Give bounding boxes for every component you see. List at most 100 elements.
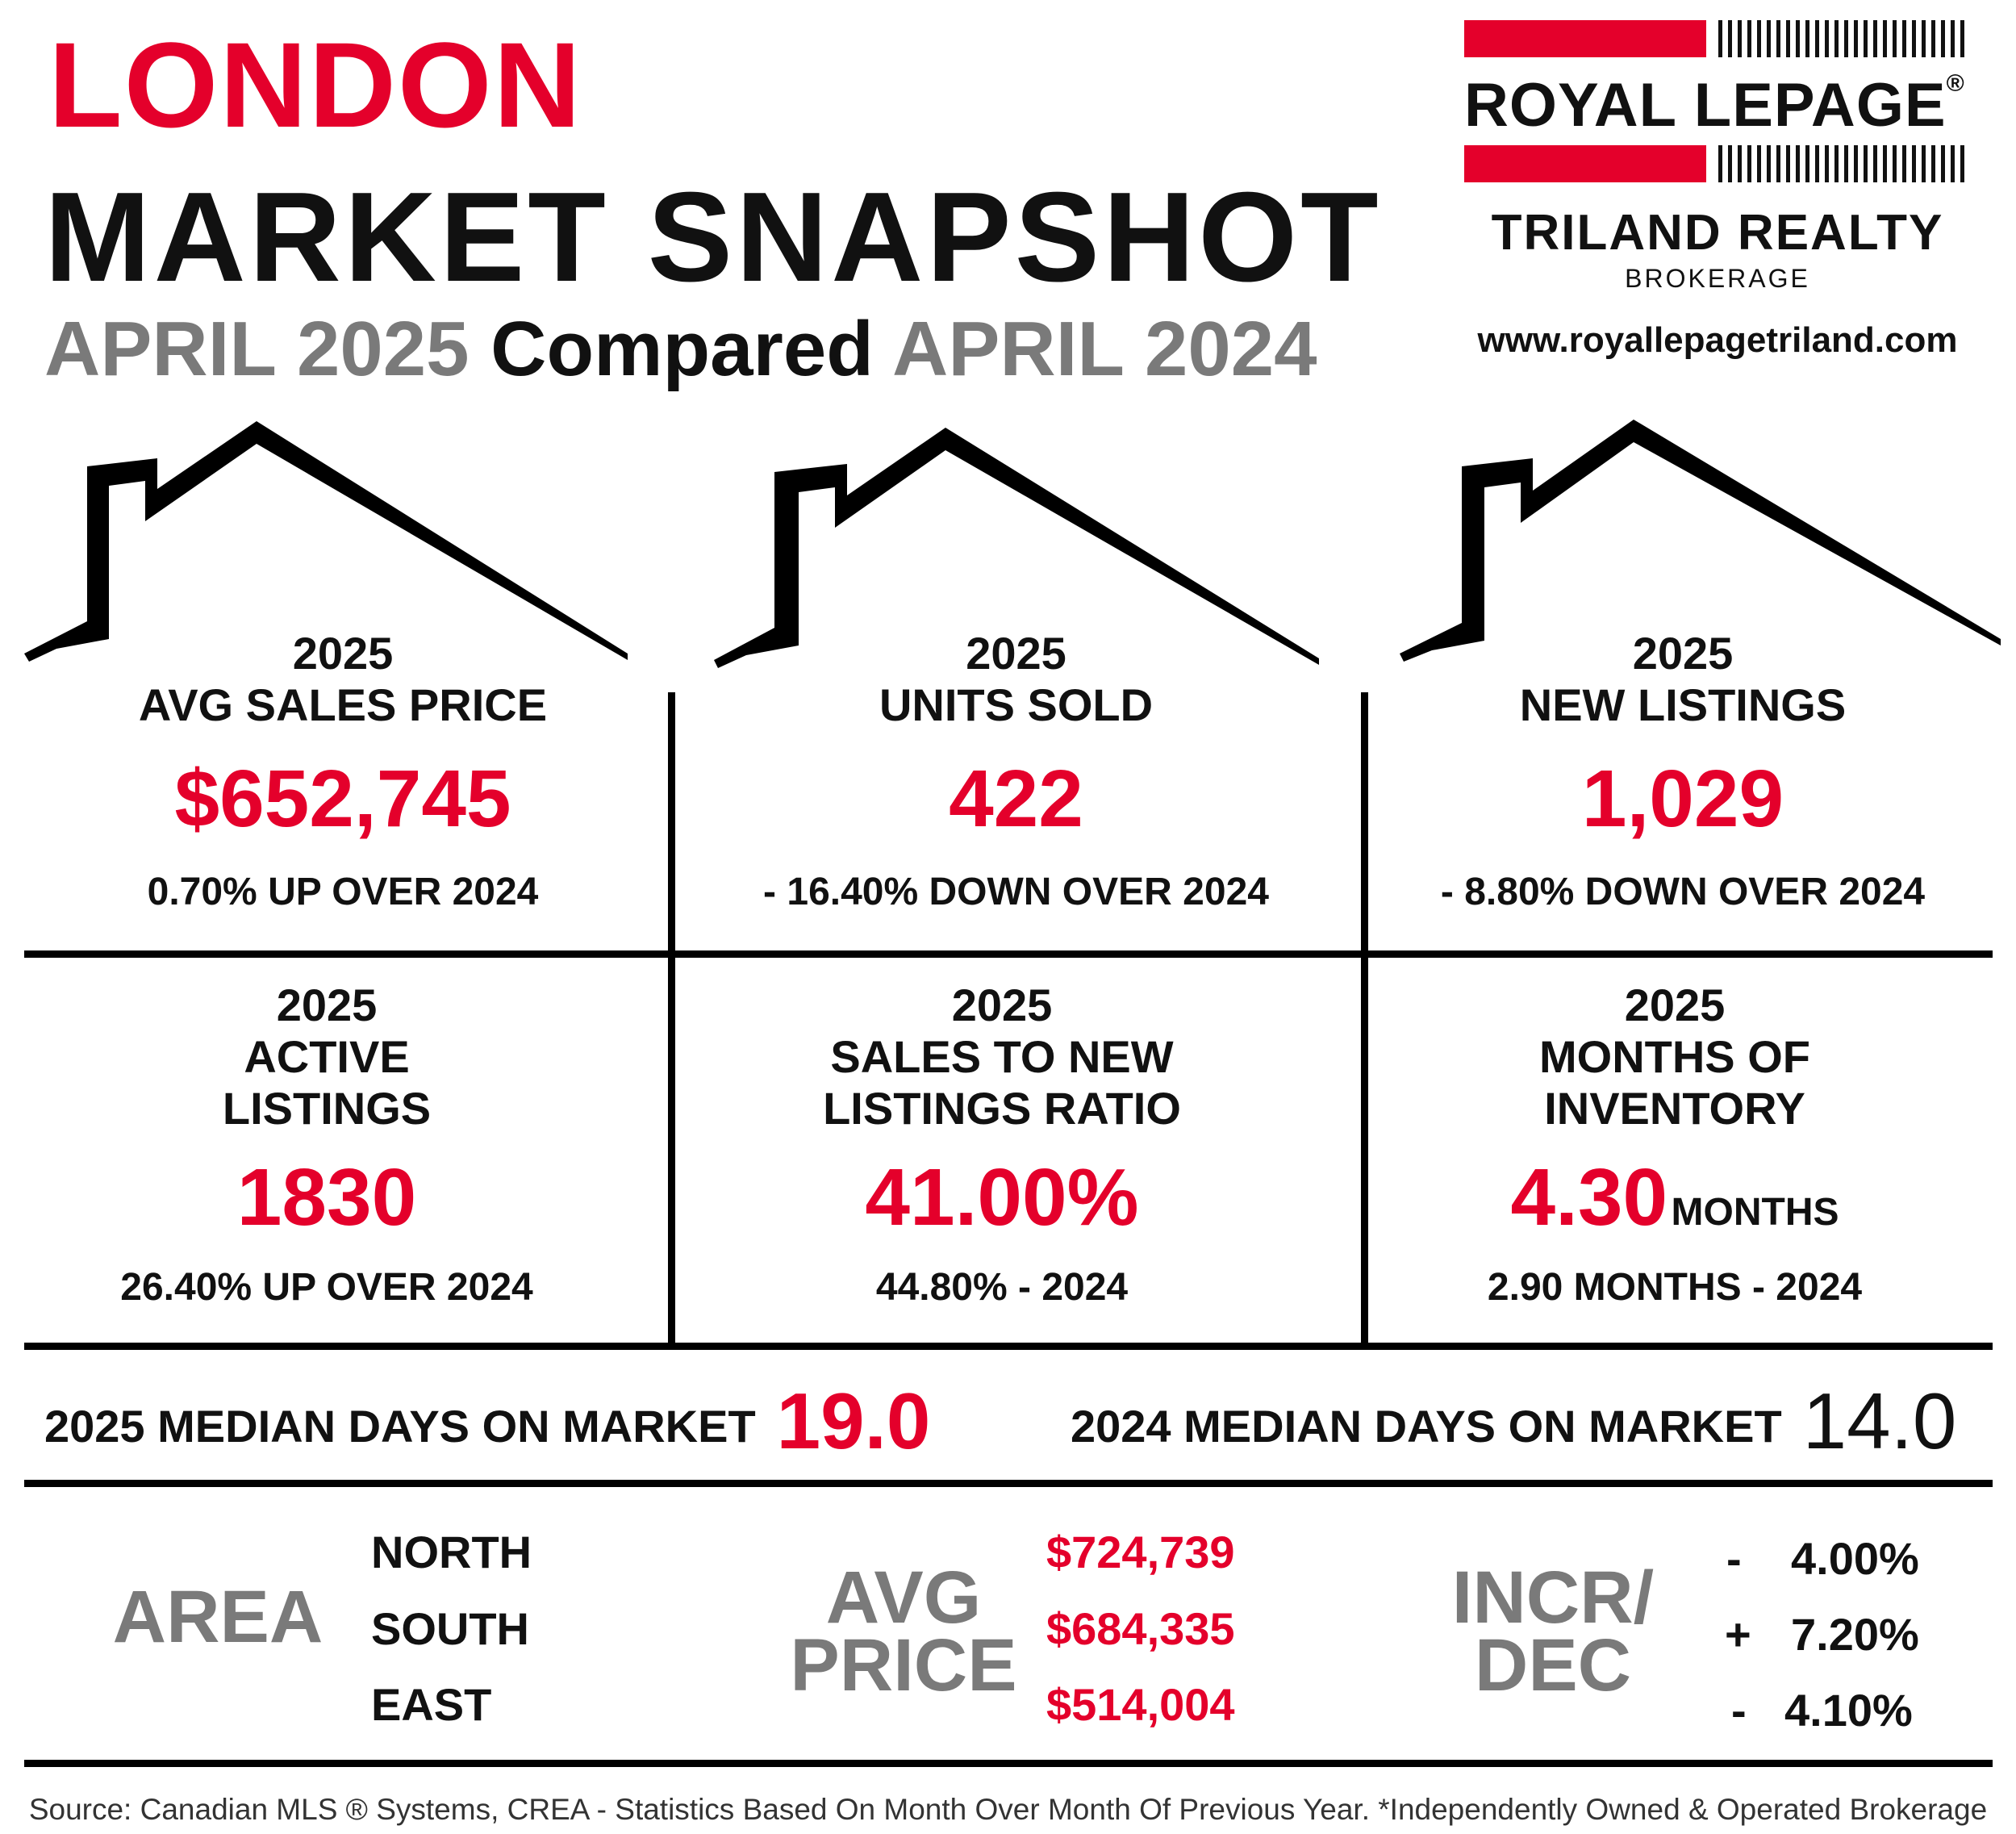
stat-units-sold: 2025 UNITS SOLD 422 - 16.40% DOWN OVER 2…	[675, 628, 1357, 912]
stat-label-line-2: LISTINGS	[222, 1083, 432, 1134]
stat-value: 1830	[236, 1152, 417, 1243]
website-link[interactable]: www.royallepagetriland.com	[1477, 320, 1958, 360]
barcode-stripe	[1854, 145, 1858, 182]
barcode-stripe	[1718, 145, 1722, 182]
stat-new-listings: 2025 NEW LISTINGS 1,029 - 8.80% DOWN OVE…	[1368, 628, 1997, 912]
stat-avg-sales-price: 2025 AVG SALES PRICE $652,745 0.70% UP O…	[24, 628, 662, 912]
divider-row-1	[24, 950, 1993, 958]
barcode-stripe	[1786, 20, 1790, 57]
barcode-stripe	[1786, 145, 1790, 182]
barcode-stripe	[1738, 145, 1742, 182]
divider-row-4	[24, 1760, 1993, 1767]
median-dom-2025-value: 19.0	[776, 1377, 931, 1465]
area-south: SOUTH	[371, 1603, 529, 1654]
divider-vertical-1	[668, 692, 675, 1343]
stat-comparison: - 16.40% DOWN OVER 2024	[763, 871, 1269, 913]
period-current: APRIL 2025	[44, 306, 470, 392]
barcode-stripe	[1825, 145, 1829, 182]
barcode-stripe	[1902, 20, 1906, 57]
barcode-stripe	[1776, 20, 1780, 57]
stat-comparison: 44.80% - 2024	[875, 1266, 1129, 1309]
area-north: NORTH	[371, 1527, 532, 1577]
stat-year: 2025	[951, 980, 1053, 1030]
logo-red-bar-bottom	[1464, 145, 1706, 182]
logo-brokerage: BROKERAGE	[1625, 264, 1810, 293]
stat-comparison: 0.70% UP OVER 2024	[147, 871, 539, 913]
barcode-stripe	[1776, 145, 1780, 182]
stat-year: 2025	[276, 980, 378, 1030]
avg-price-heading-line-1: AVG	[825, 1556, 982, 1639]
stat-unit: MONTHS	[1671, 1191, 1839, 1234]
avg-price-heading-line-2: PRICE	[790, 1624, 1017, 1707]
barcode-stripe	[1805, 20, 1809, 57]
median-dom-2024: 2024 MEDIAN DAYS ON MARKET 14.0	[1071, 1372, 1956, 1460]
page-title: MARKET SNAPSHOT	[44, 166, 1382, 308]
stat-comparison: - 8.80% DOWN OVER 2024	[1440, 871, 1926, 913]
area-heading: AREA	[112, 1576, 323, 1658]
barcode-stripe	[1883, 20, 1887, 57]
stat-value: 1,029	[1581, 754, 1784, 844]
barcode-stripe	[1960, 145, 1964, 182]
barcode-stripe	[1844, 20, 1848, 57]
barcode-stripe	[1883, 145, 1887, 182]
barcode-stripe	[1834, 145, 1839, 182]
period-subtitle: APRIL 2025 Compared APRIL 2024	[44, 311, 1317, 388]
compared-word: Compared	[490, 306, 874, 392]
barcode-stripe	[1931, 145, 1935, 182]
barcode-stripe	[1825, 20, 1829, 57]
barcode-stripe	[1864, 145, 1868, 182]
house-roof-3-icon	[1400, 420, 2001, 662]
city-title: LONDON	[48, 17, 582, 152]
price-south: $684,335	[1046, 1603, 1235, 1654]
brokerage-logo: ROYAL LEPAGE® TRILAND REALTY BROKERAGE w…	[1464, 20, 1972, 375]
change-heading-line-2: DEC	[1474, 1624, 1632, 1707]
barcode-stripe	[1941, 20, 1945, 57]
logo-name-text: ROYAL LEPAGE	[1464, 71, 1947, 140]
barcode-stripe	[1873, 20, 1877, 57]
registered-mark: ®	[1946, 70, 1965, 97]
barcode-stripe	[1854, 20, 1858, 57]
barcode-stripe	[1796, 20, 1800, 57]
change-value-east: 4.10%	[1784, 1685, 1913, 1736]
median-dom-2025-label: 2025 MEDIAN DAYS ON MARKET	[44, 1401, 756, 1452]
stat-year: 2025	[1624, 980, 1726, 1030]
barcode-stripe	[1931, 20, 1935, 57]
change-heading: INCR/ DEC	[1444, 1556, 1662, 1707]
change-sign-south: +	[1725, 1609, 1751, 1660]
barcode-stripe	[1767, 20, 1771, 57]
median-dom-2024-label: 2024 MEDIAN DAYS ON MARKET	[1071, 1401, 1782, 1452]
barcode-stripe	[1815, 145, 1819, 182]
logo-barcode-bottom	[1718, 145, 1964, 182]
stat-months-of-inventory: 2025 MONTHS OF INVENTORY 4.30 MONTHS 2.9…	[1368, 980, 1981, 1307]
stat-label: AVG SALES PRICE	[138, 679, 548, 730]
barcode-stripe	[1747, 20, 1751, 57]
logo-barcode-top	[1718, 20, 1964, 57]
barcode-stripe	[1893, 20, 1897, 57]
stat-year: 2025	[1632, 628, 1734, 679]
period-previous: APRIL 2024	[892, 306, 1317, 392]
barcode-stripe	[1922, 20, 1926, 57]
divider-row-3	[24, 1480, 1993, 1487]
stat-label-line-2: LISTINGS RATIO	[823, 1083, 1181, 1134]
barcode-stripe	[1951, 145, 1955, 182]
stat-year: 2025	[966, 628, 1066, 679]
barcode-stripe	[1747, 145, 1751, 182]
median-dom-2025: 2025 MEDIAN DAYS ON MARKET 19.0	[44, 1372, 930, 1460]
change-heading-line-1: INCR/	[1451, 1556, 1655, 1639]
barcode-stripe	[1834, 20, 1839, 57]
house-roof-graphics	[24, 420, 2001, 668]
logo-office: TRILAND REALTY	[1491, 205, 1944, 261]
barcode-stripe	[1912, 20, 1916, 57]
barcode-stripe	[1951, 20, 1955, 57]
barcode-stripe	[1718, 20, 1722, 57]
stat-label-line-1: MONTHS OF	[1539, 1031, 1810, 1082]
price-east: $514,004	[1046, 1679, 1235, 1730]
barcode-stripe	[1873, 145, 1877, 182]
price-north: $724,739	[1046, 1527, 1235, 1577]
stat-label-line-1: SALES TO NEW	[830, 1031, 1174, 1082]
area-east: EAST	[371, 1679, 492, 1730]
stat-value-row: 4.30 MONTHS	[1368, 1157, 1981, 1238]
barcode-stripe	[1902, 145, 1906, 182]
divider-row-2	[24, 1343, 1993, 1350]
stat-label: UNITS SOLD	[879, 679, 1154, 730]
